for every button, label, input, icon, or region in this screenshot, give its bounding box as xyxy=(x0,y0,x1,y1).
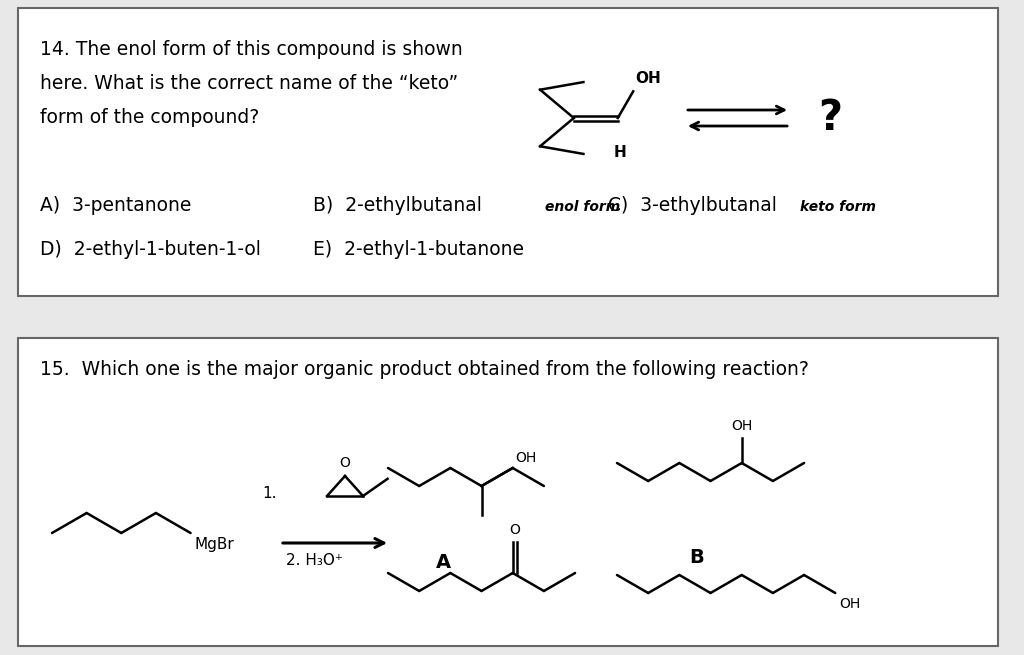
Text: H: H xyxy=(613,145,626,160)
Text: OH: OH xyxy=(840,597,860,611)
Text: E)  2-ethyl-1-butanone: E) 2-ethyl-1-butanone xyxy=(313,240,524,259)
Text: O: O xyxy=(509,523,520,537)
Text: 1.: 1. xyxy=(262,486,276,501)
Text: 14. The enol form of this compound is shown: 14. The enol form of this compound is sh… xyxy=(40,40,463,59)
Text: enol form: enol form xyxy=(546,200,621,214)
Text: OH: OH xyxy=(731,419,753,433)
Text: A)  3-pentanone: A) 3-pentanone xyxy=(40,196,191,215)
Text: 15.  Which one is the major organic product obtained from the following reaction: 15. Which one is the major organic produ… xyxy=(40,360,809,379)
Text: keto form: keto form xyxy=(800,200,876,214)
Text: MgBr: MgBr xyxy=(195,537,234,552)
Text: OH: OH xyxy=(635,71,660,86)
Text: B)  2-ethylbutanal: B) 2-ethylbutanal xyxy=(313,196,482,215)
Text: form of the compound?: form of the compound? xyxy=(40,108,259,127)
Text: OH: OH xyxy=(516,451,537,465)
Text: D)  2-ethyl-1-buten-1-ol: D) 2-ethyl-1-buten-1-ol xyxy=(40,240,261,259)
Bar xyxy=(18,8,998,296)
Text: 2. H₃O⁺: 2. H₃O⁺ xyxy=(286,553,343,568)
Text: ?: ? xyxy=(818,97,842,139)
Text: C)  3-ethylbutanal: C) 3-ethylbutanal xyxy=(608,196,777,215)
Bar xyxy=(18,338,998,646)
Text: B: B xyxy=(689,548,705,567)
Text: A: A xyxy=(435,553,451,572)
Text: O: O xyxy=(340,456,350,470)
Text: here. What is the correct name of the “keto”: here. What is the correct name of the “k… xyxy=(40,74,458,93)
